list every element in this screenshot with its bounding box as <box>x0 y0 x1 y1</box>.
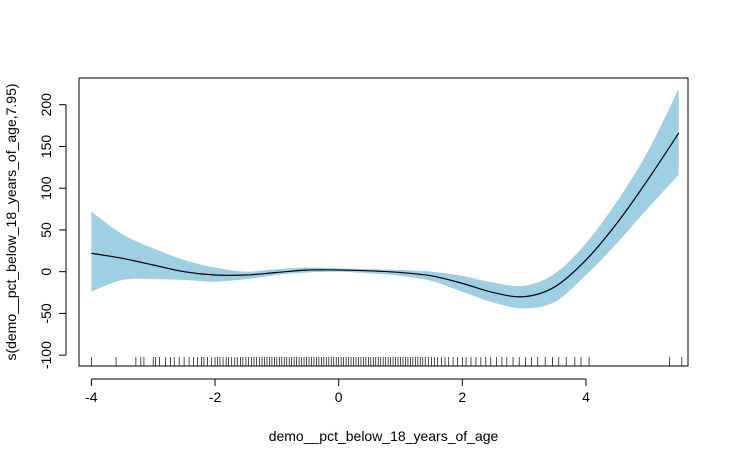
plot-frame <box>78 77 689 367</box>
y-tick-label: 0 <box>38 268 54 276</box>
y-axis-label: s(demo__pct_below_18_years_of_age,7.95) <box>3 83 19 360</box>
confidence-band <box>91 88 679 309</box>
y-tick-label: -50 <box>38 303 54 323</box>
y-tick-label: 50 <box>38 222 54 238</box>
y-tick-label: 100 <box>38 176 54 200</box>
y-tick-label: 150 <box>38 135 54 159</box>
rug-marks <box>91 357 683 366</box>
x-tick-label: -2 <box>209 389 222 405</box>
y-axis: -100 -50 0 50 100 150 200 <box>38 93 67 369</box>
x-tick-label: 0 <box>335 389 343 405</box>
x-tick-label: 4 <box>582 389 590 405</box>
smooth-curve <box>91 132 680 298</box>
y-tick-label: -100 <box>38 341 54 369</box>
x-tick-label: -4 <box>85 389 98 405</box>
y-tick-label: 200 <box>38 93 54 117</box>
x-tick-label: 2 <box>458 389 466 405</box>
x-axis: -4 -2 0 2 4 <box>85 378 590 405</box>
x-axis-label: demo__pct_below_18_years_of_age <box>269 428 499 444</box>
